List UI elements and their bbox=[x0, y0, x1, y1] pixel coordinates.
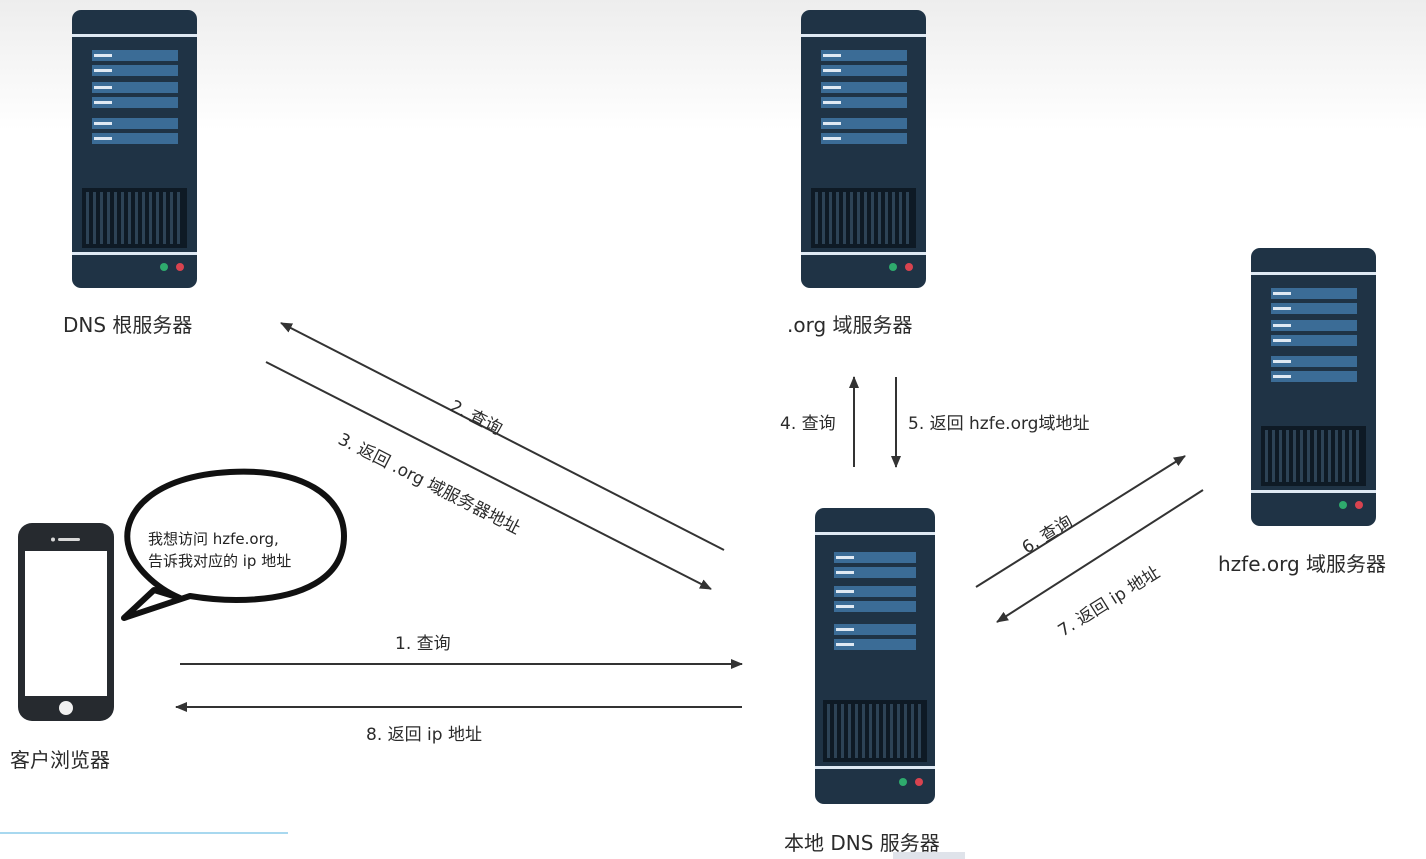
step-8-label: 8. 返回 ip 地址 bbox=[366, 725, 482, 745]
hzfe-server-icon bbox=[1251, 248, 1376, 526]
bubble-line-2: 告诉我对应的 ip 地址 bbox=[148, 552, 292, 570]
arrow-step-7 bbox=[996, 489, 1204, 623]
arrow-step-6 bbox=[975, 455, 1186, 588]
hzfe-server-label: hzfe.org 域服务器 bbox=[1218, 552, 1387, 576]
local-dns-server-icon bbox=[815, 508, 935, 804]
top-background bbox=[0, 0, 1426, 130]
phone-icon bbox=[18, 523, 114, 721]
step-1-label: 1. 查询 bbox=[395, 634, 451, 654]
client-browser-label: 客户浏览器 bbox=[10, 748, 110, 772]
local-dns-server-label: 本地 DNS 服务器 bbox=[784, 831, 940, 855]
root-server-icon bbox=[72, 10, 197, 288]
bottom-highlight bbox=[893, 852, 965, 859]
root-server-label: DNS 根服务器 bbox=[63, 313, 193, 337]
org-server-label: .org 域服务器 bbox=[787, 313, 913, 337]
bubble-text: 我想访问 hzfe.org, 告诉我对应的 ip 地址 bbox=[148, 528, 291, 572]
org-server-icon bbox=[801, 10, 926, 288]
step-4-label: 4. 查询 bbox=[780, 414, 836, 434]
accent-underline bbox=[0, 832, 288, 834]
arrow-step-2 bbox=[280, 322, 725, 551]
arrow-step-3 bbox=[265, 361, 712, 590]
step-5-label: 5. 返回 hzfe.org域地址 bbox=[908, 414, 1090, 434]
bubble-line-1: 我想访问 hzfe.org, bbox=[148, 530, 279, 548]
speech-bubble bbox=[121, 468, 347, 621]
